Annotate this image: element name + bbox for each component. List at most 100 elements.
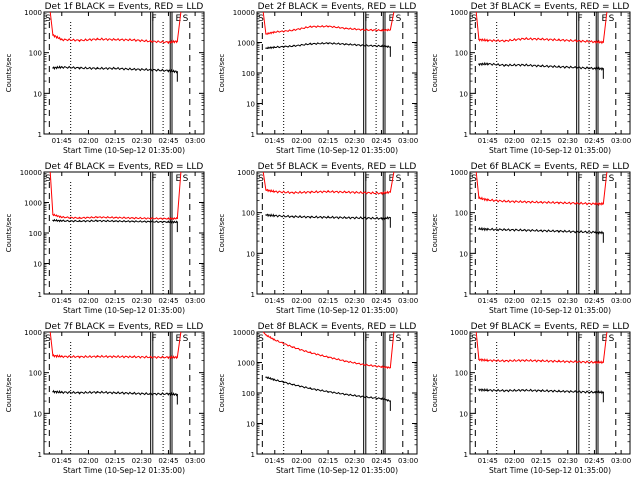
lld-data-point (176, 356, 178, 358)
y-axis-label: Counts/sec (431, 54, 439, 93)
x-tick-label: 02:30 (345, 297, 365, 305)
marker-label-start: S (45, 174, 51, 184)
y-tick-label: 10 (459, 250, 468, 258)
x-tick-label: 03:00 (611, 297, 631, 305)
y-tick-label: 1 (464, 131, 468, 139)
events-data-point (176, 71, 178, 73)
marker-label-start: S (258, 174, 264, 184)
y-axis-label: Counts/sec (218, 54, 226, 93)
marker-label-end: E (602, 334, 608, 344)
events-data-point (380, 45, 383, 47)
events-data-point (291, 383, 294, 386)
events-data-point (504, 229, 507, 231)
events-data-point (167, 221, 170, 223)
x-tick-label: 02:30 (345, 137, 365, 145)
lld-data-point (78, 217, 81, 219)
events-data-point (389, 400, 391, 402)
events-data-point (274, 46, 276, 48)
lld-data-point (540, 38, 542, 40)
y-tick-label: 100 (29, 50, 42, 58)
events-data-point (602, 68, 604, 70)
x-axis-label: Start Time (10-Sep-12 01:35:00) (63, 306, 185, 315)
events-data-point (132, 68, 134, 70)
x-tick-label: 02:15 (531, 457, 551, 465)
marker-label-start: S (471, 334, 477, 344)
detector-panel-9: Det 9f BLACK = Events, RED = LLD Counts/s… (431, 322, 631, 475)
events-data-point (78, 67, 81, 69)
lld-data-point (363, 29, 365, 31)
lld-data-point (504, 40, 507, 42)
marker-label-end2: S (396, 174, 402, 184)
events-data-point (265, 47, 267, 49)
x-tick-label: 02:15 (318, 137, 338, 145)
events-data-point (363, 396, 365, 398)
events-data-point (478, 389, 480, 391)
x-tick-label: 02:15 (318, 457, 338, 465)
lld-data-point (150, 356, 152, 358)
x-tick-label: 02:15 (105, 297, 125, 305)
events-data-point (602, 391, 604, 393)
lld-series-line (265, 25, 391, 35)
x-tick-label: 03:00 (398, 297, 418, 305)
plot-frame (469, 171, 631, 295)
lld-data-point (380, 366, 383, 368)
events-data-point (540, 230, 542, 232)
lld-data-point (274, 31, 276, 33)
events-data-point (52, 219, 54, 221)
panel-title: Det 5f BLACK = Events, RED = LLD (258, 162, 417, 172)
lld-data-point (78, 356, 81, 358)
lld-data-point (132, 356, 134, 358)
lld-data-point (345, 27, 347, 29)
lld-data-point (522, 201, 524, 203)
x-tick-label: 03:00 (185, 137, 205, 145)
lld-data-point (96, 216, 98, 218)
marker-label-end: E (389, 334, 395, 344)
y-tick-label: 1000 (450, 169, 468, 177)
y-tick-label: 1 (38, 131, 42, 139)
y-tick-label: 10 (459, 90, 468, 98)
plot-frame (43, 331, 205, 455)
lld-data-point (114, 356, 116, 358)
marker-label-flare: F (152, 14, 157, 24)
x-tick-label: 01:45 (478, 297, 498, 305)
panel-title: Det 8f BLACK = Events, RED = LLD (258, 322, 417, 332)
events-data-point (150, 221, 152, 223)
events-data-point (540, 390, 542, 392)
lld-data-point (78, 39, 81, 42)
lld-rise-edge (262, 11, 267, 35)
lld-data-point (540, 360, 542, 362)
lld-series-line (478, 37, 604, 45)
events-data-point (61, 220, 63, 222)
x-tick-label: 02:45 (584, 457, 604, 465)
lld-data-point (167, 356, 170, 358)
x-axis-label: Start Time (10-Sep-12 01:35:00) (489, 146, 611, 155)
x-tick-label: 03:00 (398, 137, 418, 145)
lld-data-point (593, 361, 596, 363)
lld-rise-edge (49, 171, 54, 215)
lld-data-point (265, 189, 267, 191)
marker-label-flare: F (578, 174, 583, 184)
x-tick-label: 01:45 (478, 457, 498, 465)
y-tick-label: 1000 (237, 169, 255, 177)
events-data-point (265, 214, 267, 216)
y-axis-label: Counts/sec (218, 214, 226, 253)
events-series-line (265, 213, 391, 221)
x-tick-label: 02:30 (345, 457, 365, 465)
lld-data-point (291, 346, 294, 348)
lld-data-point (558, 202, 560, 204)
x-tick-label: 02:00 (504, 457, 524, 465)
y-tick-label: 100 (455, 210, 468, 218)
events-data-point (327, 42, 329, 44)
lld-rise-edge (176, 331, 182, 358)
lld-data-point (504, 200, 507, 202)
lld-data-point (558, 360, 560, 362)
lld-rise-edge (475, 331, 480, 360)
plot-frame (469, 11, 631, 135)
y-tick-label: 1000 (450, 9, 468, 17)
events-data-point (150, 393, 152, 395)
panel-title: Det 7f BLACK = Events, RED = LLD (45, 322, 204, 332)
y-tick-label: 100 (242, 70, 255, 78)
x-axis-label: Start Time (10-Sep-12 01:35:00) (276, 306, 398, 315)
marker-label-end2: S (609, 174, 615, 184)
lld-data-point (478, 197, 480, 199)
